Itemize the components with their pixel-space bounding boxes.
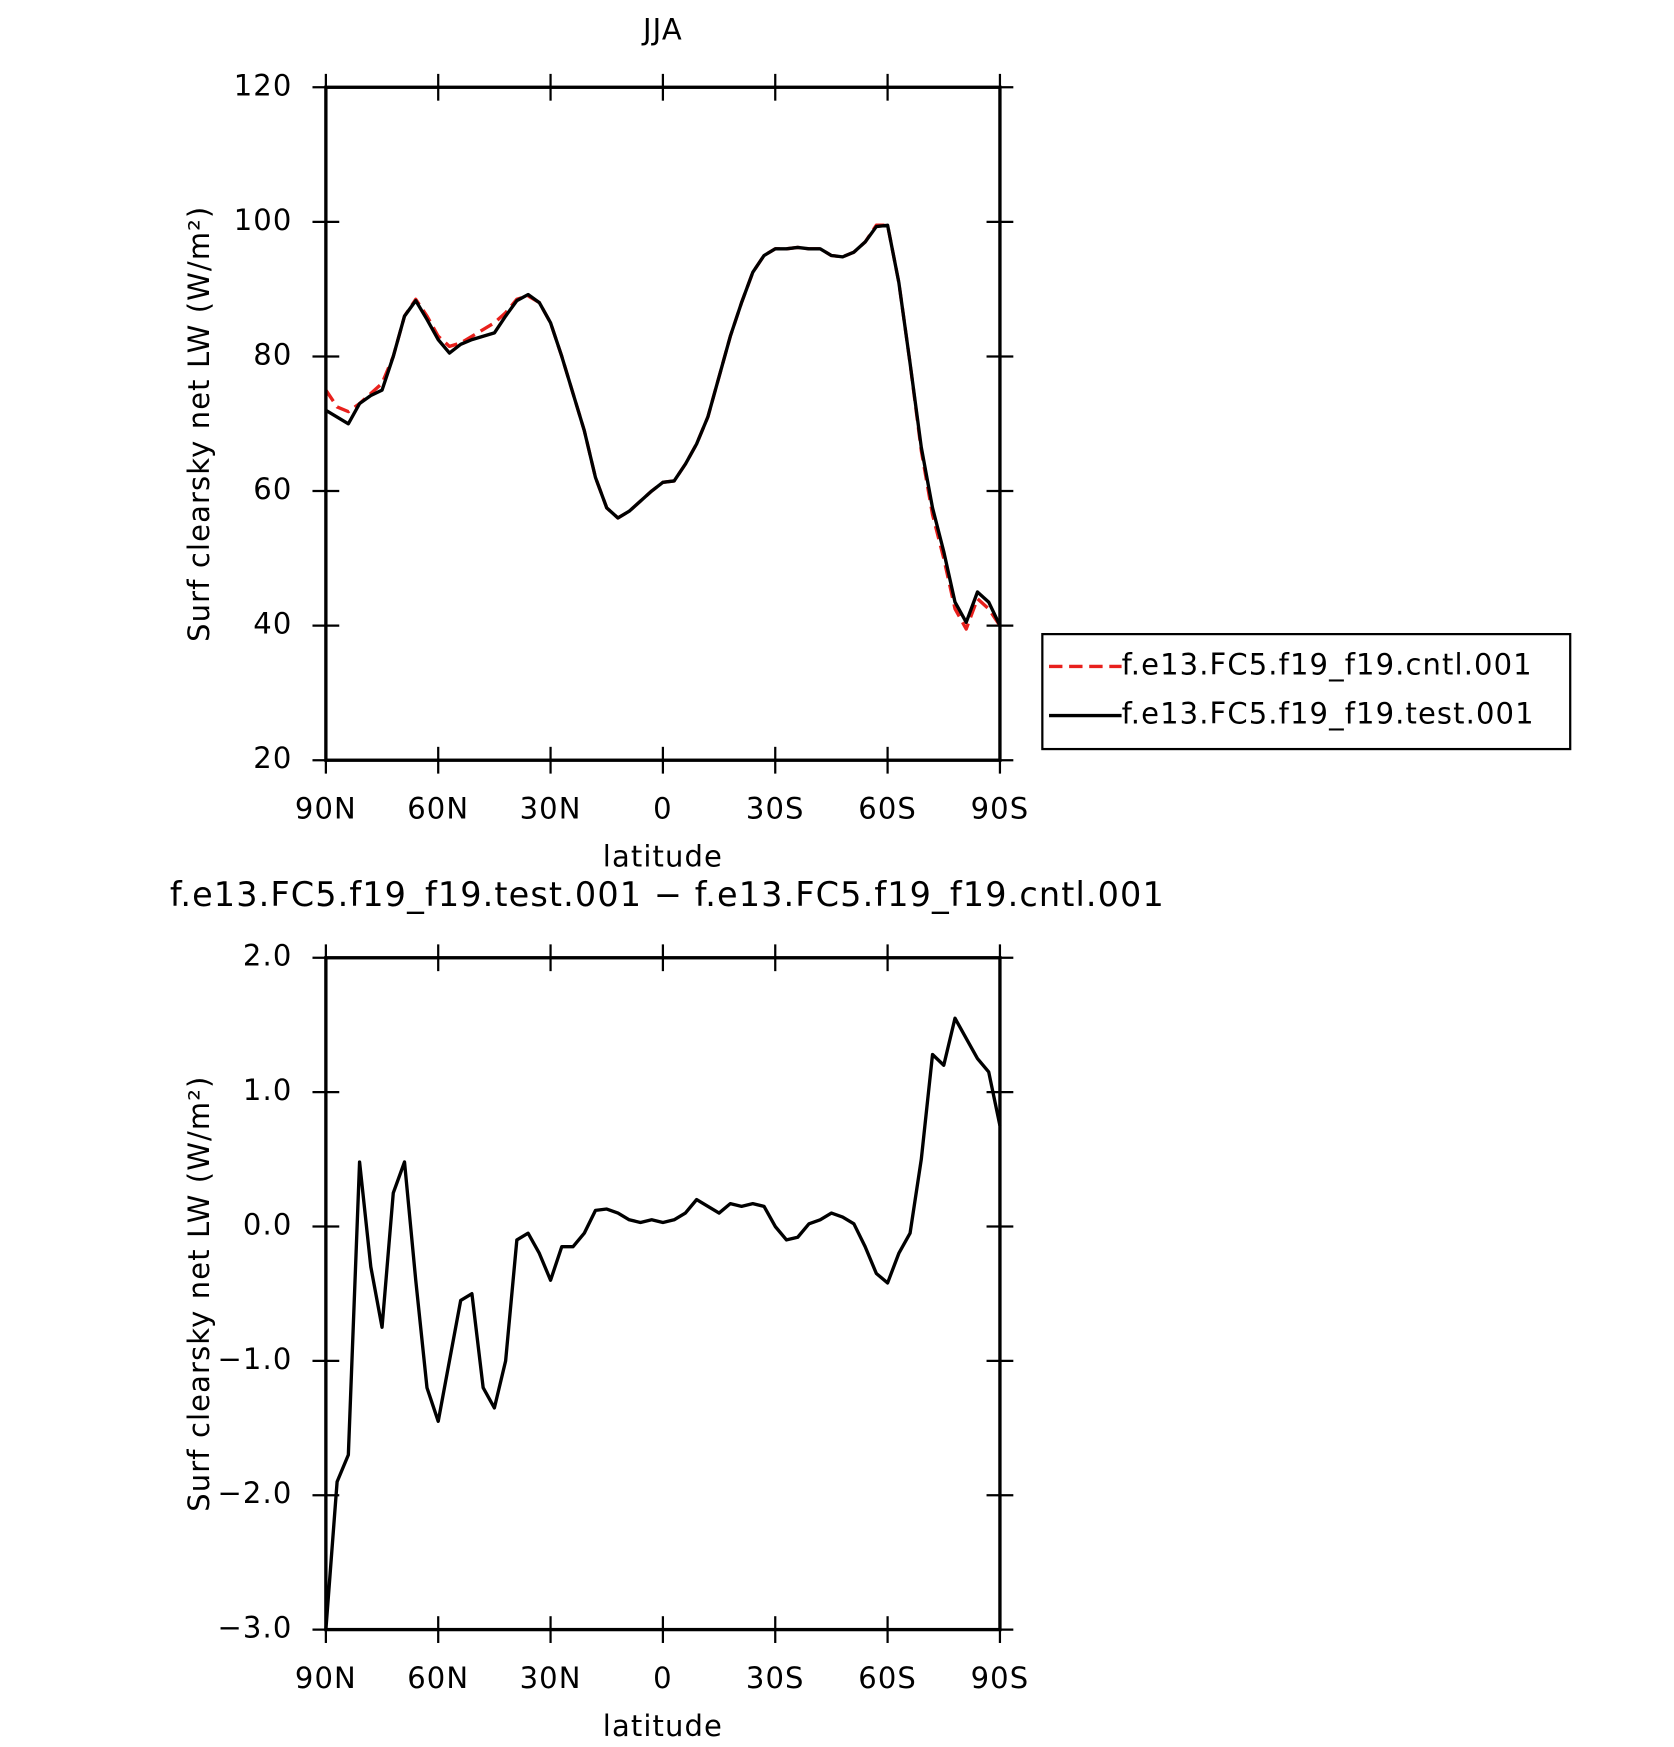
- y-tick-label: 60: [253, 472, 292, 506]
- y-tick-label: 0.0: [243, 1207, 292, 1241]
- y-tick-label: 40: [253, 607, 292, 641]
- x-tick-label: 60N: [407, 791, 469, 825]
- x-tick-label: 90S: [971, 1661, 1030, 1695]
- x-axis-label: latitude: [603, 1709, 723, 1743]
- y-tick-label: 80: [253, 337, 292, 371]
- y-tick-label: 100: [234, 203, 293, 237]
- y-tick-label: 20: [253, 741, 292, 775]
- x-tick-label: 60N: [407, 1661, 469, 1695]
- x-tick-label: 30S: [746, 1661, 805, 1695]
- x-tick-label: 0: [653, 1661, 673, 1695]
- data-line: [324, 1016, 1002, 1630]
- plot-frame: [324, 956, 1002, 1632]
- x-tick-label: 30N: [520, 1661, 582, 1695]
- y-tick-label: −3.0: [218, 1611, 293, 1645]
- x-tick-label: 90S: [971, 791, 1030, 825]
- x-tick-label: 60S: [858, 1661, 917, 1695]
- y-tick-label: −1.0: [218, 1342, 293, 1376]
- legend-box: [1041, 633, 1572, 751]
- y-tick-label: 120: [234, 68, 293, 102]
- chart-title: f.e13.FC5.f19_f19.test.001 − f.e13.FC5.f…: [170, 875, 1165, 914]
- data-line: [325, 223, 1002, 627]
- plot-frame: [324, 85, 1002, 762]
- y-tick-label: −2.0: [218, 1476, 293, 1510]
- x-tick-label: 90N: [295, 791, 357, 825]
- x-tick-label: 30N: [520, 791, 582, 825]
- legend-label: f.e13.FC5.f19_f19.test.001: [1122, 697, 1535, 731]
- x-tick-label: 0: [653, 791, 673, 825]
- x-tick-label: 60S: [858, 791, 917, 825]
- x-tick-label: 30S: [746, 791, 805, 825]
- y-tick-label: 2.0: [243, 939, 292, 973]
- y-axis-label: Surf clearsky net LW (W/m²): [182, 1076, 216, 1512]
- x-axis-label: latitude: [603, 839, 723, 873]
- x-tick-label: 90N: [295, 1661, 357, 1695]
- y-axis-label: Surf clearsky net LW (W/m²): [182, 206, 216, 642]
- legend-label: f.e13.FC5.f19_f19.cntl.001: [1122, 647, 1533, 681]
- chart-title: JJA: [641, 12, 683, 46]
- y-tick-label: 1.0: [243, 1073, 292, 1107]
